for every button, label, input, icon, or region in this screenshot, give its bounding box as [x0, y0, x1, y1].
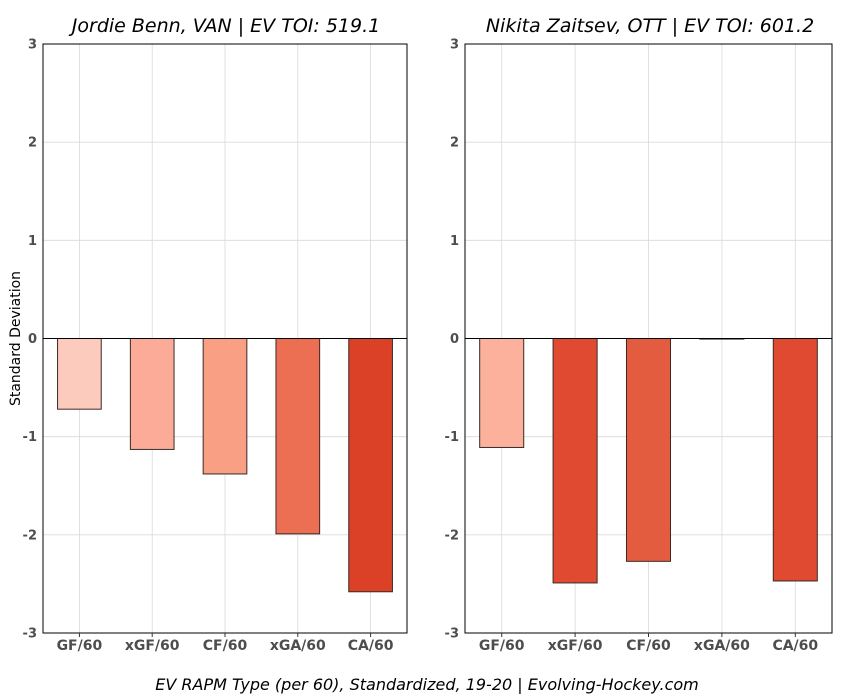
x-tick-label: xGA/60 — [270, 638, 326, 654]
y-tick-label: -2 — [23, 528, 37, 543]
x-tick-label: CF/60 — [203, 638, 248, 654]
y-tick-label: 2 — [450, 136, 459, 151]
x-tick-label: GF/60 — [57, 638, 103, 654]
figure-caption: EV RAPM Type (per 60), Standardized, 19-… — [155, 675, 699, 694]
y-axis-label: Standard Deviation — [8, 271, 24, 406]
y-tick-label: 0 — [28, 332, 37, 347]
panel-title: Jordie Benn, VAN | EV TOI: 519.1 — [68, 15, 380, 37]
bar-ca-60 — [348, 338, 393, 593]
bar-cf-60 — [625, 338, 672, 562]
y-tick-label: 1 — [450, 234, 459, 249]
x-tick-label: CA/60 — [772, 638, 818, 654]
y-tick-label: 0 — [450, 332, 459, 347]
panel-jordie-benn: -3 -2 -1 0 1 2 3 GF/60 xGF/60 CF/60 xGA/60 CA/60 Jor… — [8, 15, 408, 654]
y-tick-label: -1 — [23, 430, 37, 445]
y-tick-label: 2 — [28, 136, 37, 151]
y-tick-label: -2 — [445, 528, 459, 543]
x-tick-label: CA/60 — [348, 638, 394, 654]
x-tick-label: GF/60 — [479, 638, 525, 654]
bar-cf-60 — [202, 338, 248, 475]
bar-gf-60 — [479, 338, 525, 448]
panel-title: Nikita Zaitsev, OTT | EV TOI: 601.2 — [486, 15, 814, 37]
panel-nikita-zaitsev: -3 -2 -1 0 1 2 3 GF/60 xGF/60 CF/60 xGA/60 CA/60 Nik… — [445, 15, 833, 654]
bar-gf-60 — [57, 338, 102, 410]
bar-xga-60 — [275, 338, 321, 535]
x-tick-label: xGF/60 — [125, 638, 180, 654]
x-tick-label: CF/60 — [626, 638, 671, 654]
x-tick-label: xGA/60 — [694, 638, 750, 654]
bar-xgf-60 — [129, 338, 175, 450]
y-tick-label: 1 — [28, 234, 37, 249]
y-tick-label: -3 — [445, 627, 459, 642]
y-tick-label: -3 — [23, 627, 37, 642]
y-tick-label: 3 — [450, 38, 459, 53]
bar-xgf-60 — [552, 338, 598, 584]
y-tick-label: 3 — [28, 38, 37, 53]
y-tick-label: -1 — [445, 430, 459, 445]
bar-ca-60 — [772, 338, 818, 582]
x-tick-label: xGF/60 — [548, 638, 603, 654]
